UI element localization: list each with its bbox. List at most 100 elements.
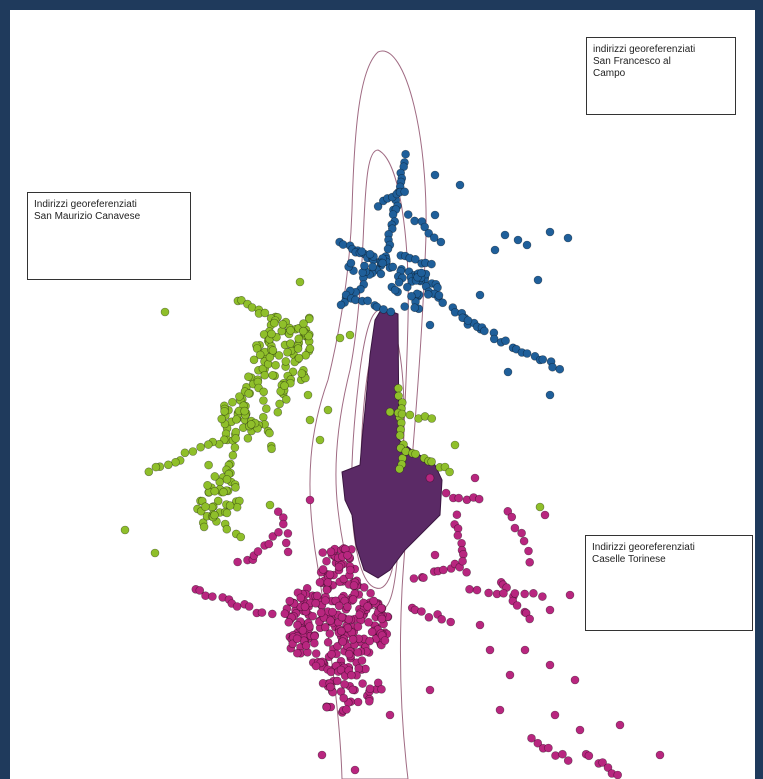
address-point [283,347,292,357]
address-point [217,414,226,424]
address-point [285,596,295,606]
address-point [308,611,318,621]
address-point [231,483,240,492]
address-point [438,298,448,308]
address-point [409,574,419,583]
address-point [276,386,285,396]
address-point [233,557,242,567]
address-point [377,614,387,624]
address-point [222,524,232,534]
address-point [323,637,333,647]
address-point [228,450,238,460]
address-point [655,750,665,760]
address-point [268,532,278,541]
address-point [411,449,420,459]
address-point [280,381,289,391]
address-point [292,648,302,658]
address-point [495,705,505,715]
address-point [470,473,480,483]
address-point [335,333,345,343]
address-point [533,275,543,285]
address-point [376,269,386,279]
address-point [273,407,283,417]
address-point [259,396,268,405]
addresses-san-francesco [335,149,573,400]
address-point [342,705,351,714]
address-point [465,584,474,594]
address-point [525,557,535,567]
address-point [334,601,344,611]
address-point [545,390,555,400]
address-point [269,318,279,328]
address-point [603,763,613,772]
address-point [368,262,378,272]
address-point [517,528,526,538]
address-point [615,720,625,730]
address-point [260,308,270,318]
address-point [338,637,348,646]
address-point [365,636,375,646]
address-point [400,302,410,311]
address-point [472,585,482,595]
address-point [358,679,367,688]
address-point [325,629,335,638]
address-point [503,506,513,516]
address-point [425,685,435,695]
address-point [424,229,434,238]
address-point [402,282,412,292]
address-point [305,622,314,631]
address-point [336,300,346,310]
address-point [551,751,560,760]
address-point [367,627,377,637]
address-point [336,626,346,636]
address-point [420,222,430,232]
address-point [570,675,580,685]
address-point [345,330,355,340]
address-point [255,350,265,360]
address-point [312,591,322,601]
address-point [305,415,315,425]
address-point [338,240,348,249]
address-point [267,444,276,454]
address-point [520,645,530,655]
address-point [512,601,522,610]
address-point [489,334,499,344]
address-point [373,202,383,211]
address-point [485,645,495,655]
address-point [503,367,513,377]
label-san-francesco: indirizzi georeferenziati San Francesco … [586,37,736,115]
address-point [199,522,209,532]
address-point [259,412,268,422]
address-point [210,486,219,496]
address-point [613,770,622,779]
address-point [299,319,308,328]
address-point [204,460,213,470]
address-point [403,210,413,219]
address-point [357,247,367,256]
address-point [545,227,555,237]
address-point [411,255,420,264]
address-point [390,285,400,295]
address-point [397,409,407,419]
address-point [283,547,293,557]
address-point [274,351,284,360]
address-point [355,610,364,620]
address-point [513,235,523,245]
address-point [318,565,328,574]
address-point [244,372,253,382]
address-point [286,326,295,335]
address-point [220,406,229,416]
address-point [439,565,448,575]
address-point [544,743,553,753]
address-point [463,316,473,325]
address-point [160,307,170,317]
address-point [535,502,545,512]
label-san-maurizio: Indirizzi georeferenziati San Maurizio C… [27,192,191,280]
address-point [563,233,573,243]
address-point [305,495,315,505]
address-point [275,399,284,409]
address-point [474,494,484,504]
address-point [353,622,363,632]
address-point [378,258,387,268]
address-point [598,758,607,767]
